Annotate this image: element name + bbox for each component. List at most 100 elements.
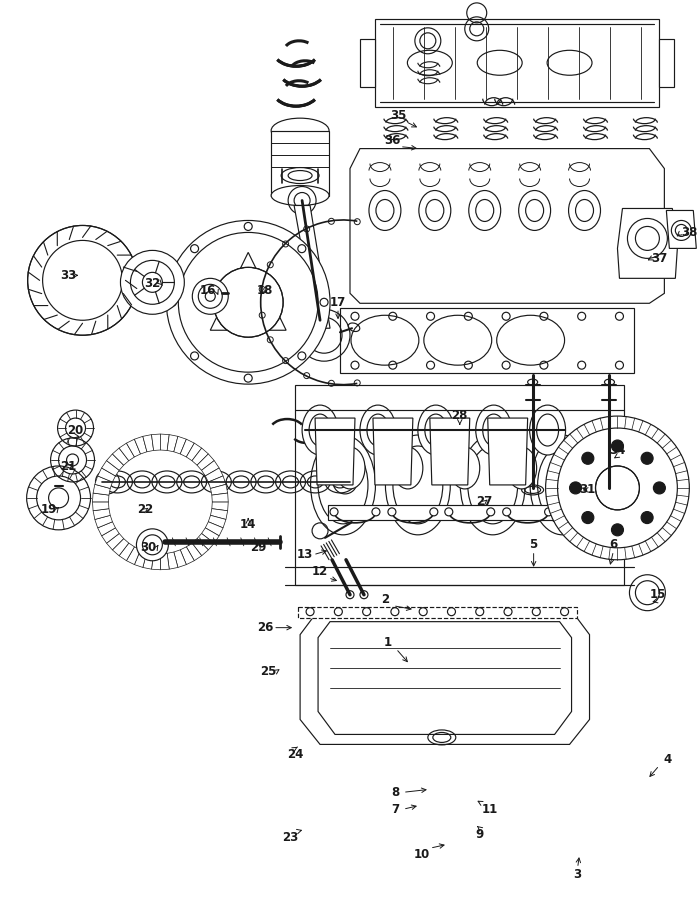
Circle shape [612,524,624,536]
Polygon shape [430,418,470,485]
Polygon shape [93,508,110,519]
Circle shape [388,508,396,516]
Circle shape [136,529,168,561]
Circle shape [192,278,229,314]
Polygon shape [95,516,113,528]
Ellipse shape [281,167,319,184]
Circle shape [445,508,453,516]
Polygon shape [294,205,330,328]
Text: 23: 23 [282,831,298,843]
Polygon shape [180,547,194,564]
Circle shape [28,225,138,335]
Polygon shape [197,454,214,471]
Polygon shape [208,476,226,489]
Circle shape [330,508,338,516]
Text: 22: 22 [137,503,154,517]
Polygon shape [101,461,120,476]
Text: 33: 33 [60,269,77,282]
Polygon shape [143,552,154,569]
Polygon shape [659,39,675,86]
Polygon shape [206,522,223,536]
Text: 11: 11 [482,803,498,815]
Ellipse shape [530,405,565,455]
Polygon shape [106,454,124,471]
Polygon shape [212,502,229,511]
Circle shape [654,482,665,494]
Text: 29: 29 [250,541,266,554]
Polygon shape [92,493,109,502]
Polygon shape [93,484,110,495]
Polygon shape [201,527,219,544]
Text: 24: 24 [287,748,303,760]
Polygon shape [119,543,134,561]
Polygon shape [315,418,355,485]
Text: 3: 3 [573,868,582,881]
Polygon shape [208,516,226,528]
Circle shape [546,416,689,560]
Text: 2: 2 [381,593,389,607]
Text: 38: 38 [681,226,698,239]
Polygon shape [180,439,194,457]
Polygon shape [160,434,169,450]
Text: 10: 10 [414,848,430,860]
Ellipse shape [360,405,396,455]
Polygon shape [197,534,214,550]
Text: 37: 37 [651,252,668,265]
Polygon shape [488,418,528,485]
Polygon shape [340,309,635,374]
Polygon shape [298,607,577,617]
Polygon shape [143,435,154,452]
Ellipse shape [547,50,592,76]
Polygon shape [113,448,129,465]
Text: 19: 19 [41,503,57,517]
Circle shape [430,508,438,516]
Circle shape [612,440,624,452]
Text: 6: 6 [610,538,618,552]
Polygon shape [295,385,624,585]
Text: 14: 14 [240,518,257,531]
Circle shape [641,511,653,524]
Text: 30: 30 [140,541,157,554]
Text: 8: 8 [391,786,399,799]
Ellipse shape [393,447,423,489]
Circle shape [582,511,594,524]
Polygon shape [134,436,147,454]
Polygon shape [92,502,109,511]
Circle shape [582,453,594,464]
Polygon shape [174,436,187,454]
Circle shape [570,482,582,494]
Text: 25: 25 [260,665,276,678]
Polygon shape [174,550,187,567]
Polygon shape [212,493,229,502]
Circle shape [503,508,511,516]
Polygon shape [119,443,134,461]
Circle shape [487,508,495,516]
Circle shape [545,508,553,516]
Ellipse shape [449,447,480,489]
Text: 28: 28 [452,409,468,421]
Polygon shape [101,527,120,544]
Circle shape [120,250,185,314]
Text: 31: 31 [579,483,596,497]
Text: 13: 13 [297,548,313,562]
Polygon shape [318,622,572,734]
Polygon shape [201,461,219,476]
Text: 15: 15 [649,589,665,601]
Text: 21: 21 [60,461,77,473]
Polygon shape [98,468,115,482]
Polygon shape [127,547,140,564]
Ellipse shape [302,405,338,455]
Text: 35: 35 [390,109,406,122]
Polygon shape [113,538,129,555]
Polygon shape [152,554,160,570]
Polygon shape [360,39,375,86]
Circle shape [628,219,668,258]
Circle shape [372,508,380,516]
Polygon shape [167,435,178,452]
Polygon shape [134,550,147,567]
Polygon shape [152,434,160,450]
Polygon shape [271,130,329,195]
Circle shape [641,453,653,464]
Polygon shape [127,439,140,457]
Polygon shape [210,252,286,330]
